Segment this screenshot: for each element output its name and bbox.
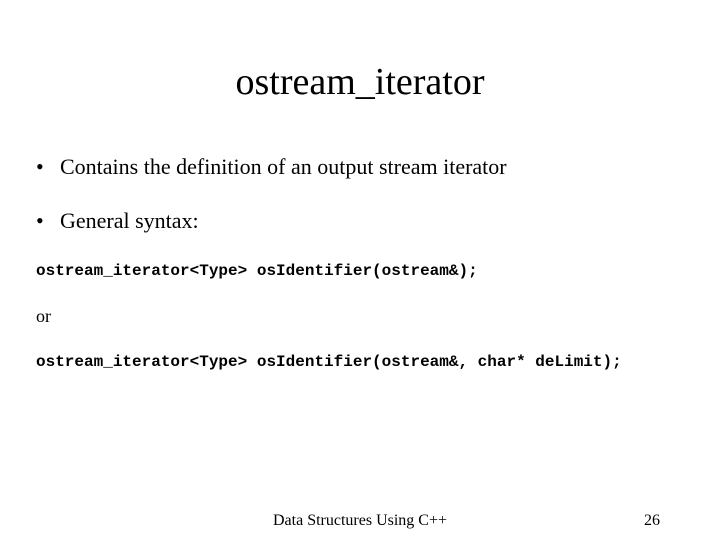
bullet-item: General syntax: bbox=[36, 208, 690, 234]
slide-title: ostream_iterator bbox=[30, 60, 690, 104]
slide: ostream_iterator Contains the definition… bbox=[0, 0, 720, 540]
page-number: 26 bbox=[644, 512, 660, 530]
or-label: or bbox=[36, 306, 690, 327]
code-syntax-line-1: ostream_iterator<Type> osIdentifier(ostr… bbox=[36, 262, 690, 280]
bullet-list: Contains the definition of an output str… bbox=[36, 154, 690, 234]
code-syntax-line-2: ostream_iterator<Type> osIdentifier(ostr… bbox=[36, 353, 690, 371]
bullet-item: Contains the definition of an output str… bbox=[36, 154, 690, 180]
footer-title: Data Structures Using C++ bbox=[273, 512, 447, 530]
